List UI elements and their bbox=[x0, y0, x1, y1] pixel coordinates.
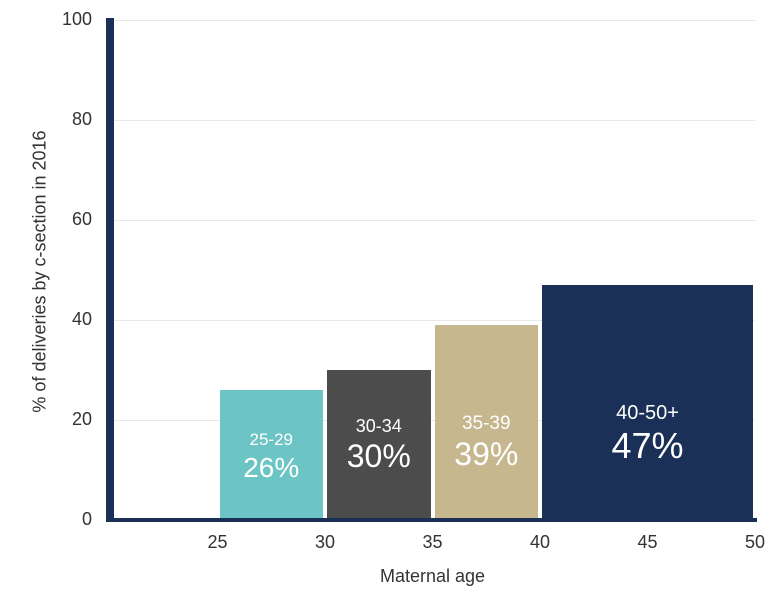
grid-line bbox=[110, 120, 755, 121]
bar-value-label: 30% bbox=[327, 438, 431, 475]
x-tick-label: 25 bbox=[188, 532, 248, 553]
y-axis-title: % of deliveries by c-section in 2016 bbox=[30, 22, 51, 522]
x-tick-label: 35 bbox=[403, 532, 463, 553]
bar-range-label: 25-29 bbox=[220, 430, 324, 450]
bar-value-label: 47% bbox=[542, 425, 753, 467]
x-tick-label: 30 bbox=[295, 532, 355, 553]
y-axis-line bbox=[106, 18, 114, 522]
bar: 35-3939% bbox=[435, 325, 539, 520]
x-tick-label: 45 bbox=[618, 532, 678, 553]
y-tick-label: 80 bbox=[0, 109, 92, 130]
x-axis-line bbox=[106, 518, 757, 522]
y-tick-label: 40 bbox=[0, 309, 92, 330]
bar: 40-50+47% bbox=[542, 285, 753, 520]
bar: 30-3430% bbox=[327, 370, 431, 520]
bar-range-label: 35-39 bbox=[435, 413, 539, 435]
bar-range-label: 30-34 bbox=[327, 416, 431, 437]
bar: 25-2926% bbox=[220, 390, 324, 520]
grid-line bbox=[110, 20, 755, 21]
bar-range-label: 40-50+ bbox=[542, 402, 753, 425]
x-axis-title: Maternal age bbox=[110, 566, 755, 587]
y-tick-label: 20 bbox=[0, 409, 92, 430]
grid-line bbox=[110, 220, 755, 221]
csection-bar-chart: % of deliveries by c-section in 2016 Mat… bbox=[0, 0, 777, 610]
y-tick-label: 0 bbox=[0, 509, 92, 530]
x-tick-label: 40 bbox=[510, 532, 570, 553]
y-tick-label: 100 bbox=[0, 9, 92, 30]
bar-value-label: 26% bbox=[220, 452, 324, 484]
bar-value-label: 39% bbox=[435, 436, 539, 473]
x-tick-label: 50 bbox=[725, 532, 777, 553]
y-tick-label: 60 bbox=[0, 209, 92, 230]
